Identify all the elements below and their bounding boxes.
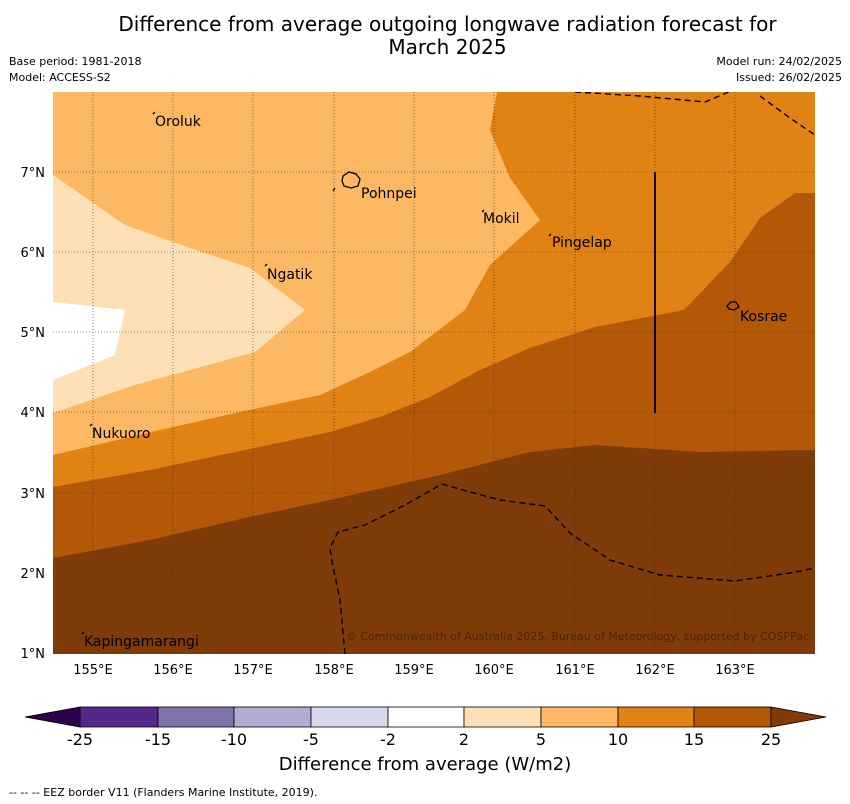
lon-axis-labels: 155°E 156°E 157°E 158°E 159°E 160°E 161°…	[73, 663, 755, 678]
model-name: Model: ACCESS-S2	[9, 71, 111, 84]
colorbar-high-arrow	[770, 706, 827, 728]
map-title: Difference from average outgoing longwav…	[0, 13, 850, 59]
place-label-pohnpei: Pohnpei	[361, 186, 417, 202]
colorbar-tick: 2	[459, 730, 469, 749]
eez-footnote: -- -- -- EEZ border V11 (Flanders Marine…	[9, 786, 318, 799]
ant-atoll-mark	[332, 187, 336, 192]
lon-label: 162°E	[635, 663, 675, 678]
lat-label: 1°N	[21, 647, 46, 662]
colorbar-tick: -10	[221, 730, 247, 749]
meta-right: Model run: 24/02/2025 Issued: 26/02/2025	[716, 54, 842, 86]
oroluk-mark	[152, 111, 156, 115]
colorbar-segment	[79, 706, 159, 728]
colorbar-segment	[540, 706, 619, 728]
contour-fill	[53, 92, 815, 654]
pohnpei-island-outline	[341, 171, 361, 189]
issued-date: Issued: 26/02/2025	[735, 71, 842, 84]
colorbar-tick: -25	[67, 730, 93, 749]
pingelap-mark	[548, 233, 552, 237]
colorbar-tick: 10	[608, 730, 628, 749]
lon-label: 161°E	[555, 663, 595, 678]
lat-label: 7°N	[21, 166, 46, 181]
band-below-neg2	[53, 302, 125, 380]
model-run: Model run: 24/02/2025	[716, 55, 842, 68]
title-line-1: Difference from average outgoing longwav…	[118, 12, 777, 36]
kapingamarangi-mark	[81, 631, 85, 635]
colorbar-tick: 5	[536, 730, 546, 749]
title-line-2: March 2025	[388, 35, 507, 59]
graticule	[53, 92, 815, 654]
lon-label: 156°E	[153, 663, 193, 678]
lat-label: 2°N	[21, 567, 46, 582]
place-label-kosrae: Kosrae	[740, 309, 787, 325]
lat-label: 6°N	[21, 246, 46, 261]
colorbar-segment	[693, 706, 772, 728]
kosrae-island-outline	[726, 301, 740, 311]
ngatik-mark	[264, 263, 268, 267]
colorbar-segment	[157, 706, 235, 728]
place-label-pingelap: Pingelap	[552, 235, 612, 251]
colorbar-tick: -15	[145, 730, 171, 749]
lon-label: 158°E	[314, 663, 354, 678]
copyright-notice: © Commonwealth of Australia 2025, Bureau…	[346, 630, 809, 643]
lat-label: 4°N	[21, 406, 46, 421]
eez-border	[329, 92, 815, 654]
colorbar-tick: -5	[303, 730, 319, 749]
meta-left: Base period: 1981-2018 Model: ACCESS-S2	[9, 54, 141, 86]
lat-axis-labels: 7°N 6°N 5°N 4°N 3°N 2°N 1°N	[21, 166, 46, 662]
colorbar-tick: 25	[761, 730, 781, 749]
colorbar-segment	[310, 706, 389, 728]
colorbar-segment	[387, 706, 465, 728]
lon-label: 160°E	[474, 663, 514, 678]
colorbar-segment	[233, 706, 312, 728]
place-label-nukuoro: Nukuoro	[92, 426, 150, 442]
lon-label: 155°E	[73, 663, 113, 678]
lon-label: 157°E	[233, 663, 273, 678]
nukuoro-mark	[89, 423, 93, 427]
band-neg2-2	[53, 175, 305, 413]
colorbar-segment	[617, 706, 695, 728]
place-label-oroluk: Oroluk	[155, 114, 202, 130]
place-label-mokil: Mokil	[483, 211, 520, 227]
lat-label: 5°N	[21, 326, 46, 341]
island-outlines	[81, 111, 740, 635]
base-period: Base period: 1981-2018	[9, 55, 142, 68]
lon-label: 159°E	[394, 663, 434, 678]
place-label-ngatik: Ngatik	[267, 267, 313, 283]
colorbar-title: Difference from average (W/m2)	[278, 754, 572, 775]
colorbar-low-arrow	[24, 706, 81, 728]
lon-label: 163°E	[715, 663, 755, 678]
colorbar-tick: -2	[380, 730, 396, 749]
colorbar-tick: 15	[684, 730, 704, 749]
lat-label: 3°N	[21, 487, 46, 502]
colorbar-ticks: -25 -15 -10 -5 -2 2 5 10 15 25	[67, 730, 781, 749]
place-label-kapingamarangi: Kapingamarangi	[84, 634, 199, 650]
mokil-mark	[481, 209, 485, 213]
place-labels: Oroluk Pohnpei Mokil Pingelap Ngatik Kos…	[84, 114, 787, 650]
colorbar-segment	[463, 706, 542, 728]
colorbar	[24, 706, 827, 728]
